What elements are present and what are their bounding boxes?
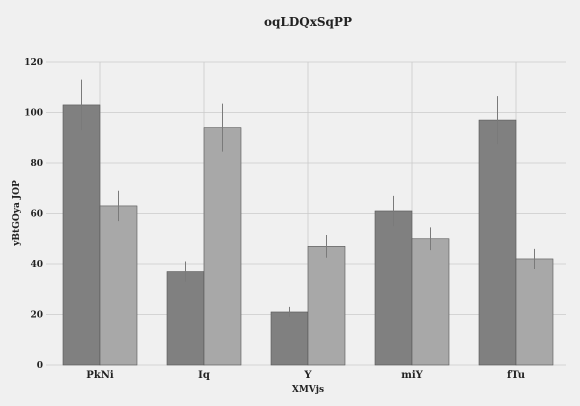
bar <box>62 104 101 366</box>
bar <box>203 127 242 366</box>
y-tick-label: 100 <box>24 109 43 119</box>
bars <box>62 104 554 366</box>
bar <box>307 246 346 366</box>
x-tick-label: miY <box>401 370 423 381</box>
bar <box>270 311 309 366</box>
y-tick-label: 80 <box>30 159 43 169</box>
x-tick-label: Iq <box>198 370 210 381</box>
y-tick-label: 0 <box>37 361 43 371</box>
y-tick-label: 40 <box>30 260 43 270</box>
x-tick-label: PkNi <box>86 370 114 381</box>
y-tick-label: 20 <box>30 311 43 321</box>
y-axis-label: yBtGOya JOP <box>12 180 22 247</box>
x-tick-label: Y <box>303 370 312 381</box>
bar <box>411 238 450 366</box>
y-tick-label: 60 <box>30 210 43 220</box>
bar <box>166 271 205 366</box>
bar <box>515 258 554 366</box>
x-tick-label: fTu <box>507 370 525 381</box>
y-tick-labels: 0 20 40 60 80 100 120 <box>24 58 43 371</box>
bar <box>99 205 138 366</box>
bar <box>478 119 517 366</box>
chart-title: oqLDQxSqPP <box>264 15 352 29</box>
error-bars <box>81 79 535 318</box>
y-tick-label: 120 <box>24 58 43 68</box>
bar <box>374 210 413 366</box>
x-axis-label: XMVjs <box>292 385 324 395</box>
